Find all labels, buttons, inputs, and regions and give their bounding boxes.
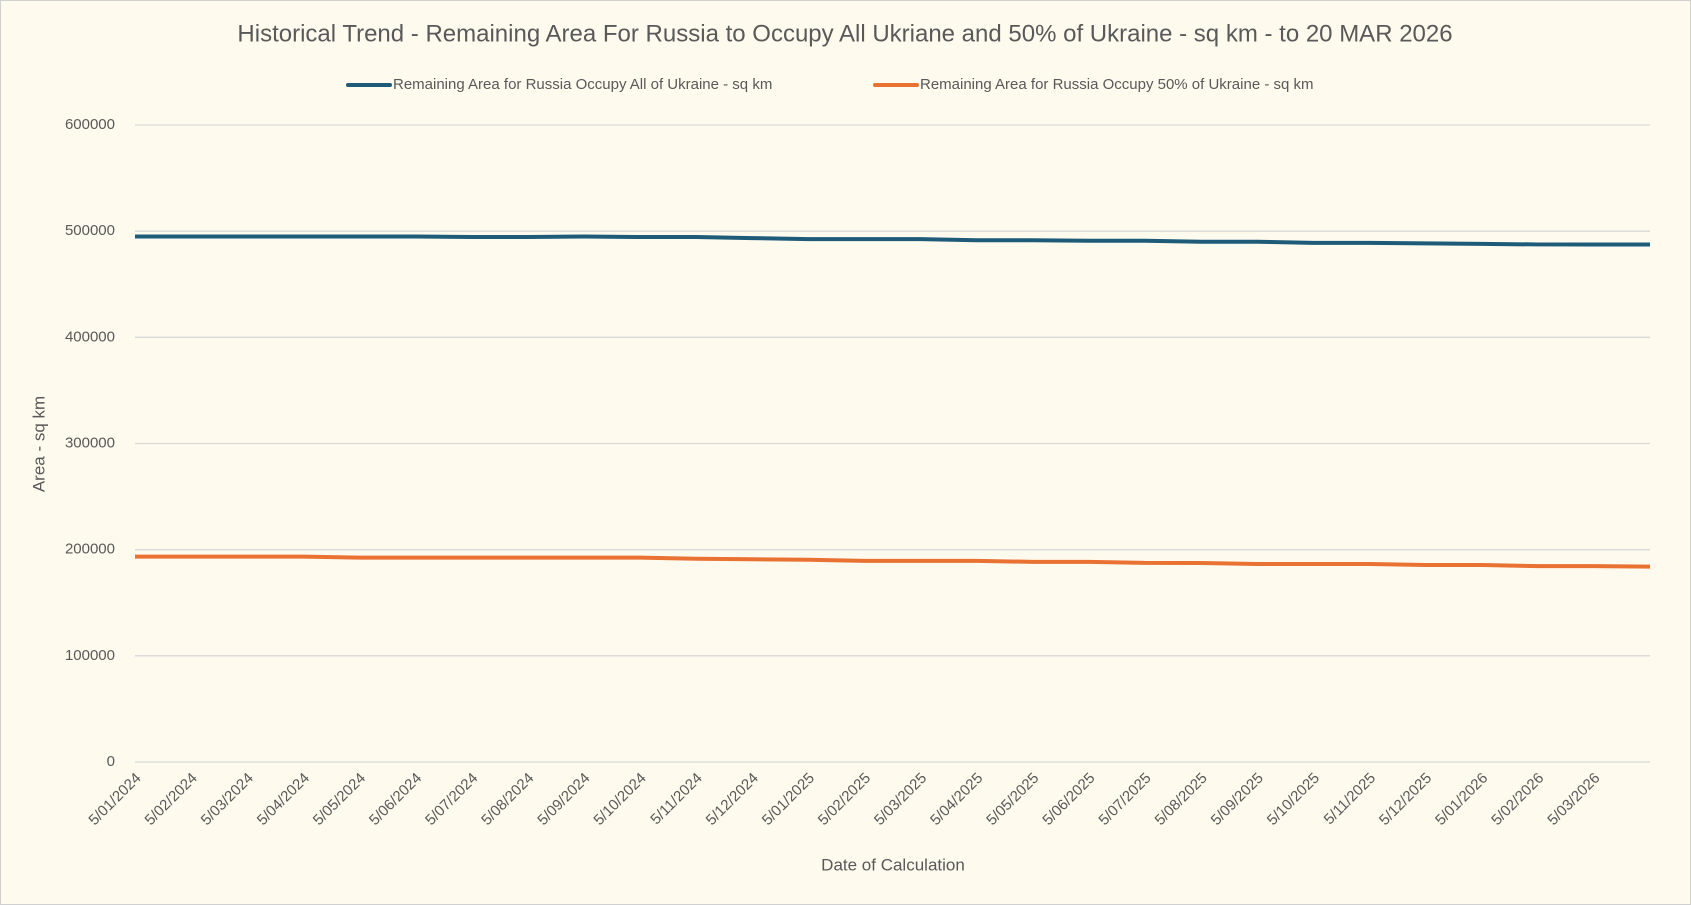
y-axis-title: Area - sq km <box>29 396 48 492</box>
legend-label: Remaining Area for Russia Occupy 50% of … <box>920 76 1314 93</box>
x-axis-title: Date of Calculation <box>821 855 965 874</box>
y-tick-label: 300000 <box>65 434 115 451</box>
line-series <box>135 234 1650 247</box>
legend-label: Remaining Area for Russia Occupy All of … <box>393 76 772 93</box>
y-tick-label: 200000 <box>65 541 115 558</box>
y-tick-label: 100000 <box>65 647 115 664</box>
y-tick-label: 500000 <box>65 222 115 239</box>
y-tick-label: 400000 <box>65 328 115 345</box>
y-tick-label: 0 <box>107 753 115 770</box>
y-tick-label: 600000 <box>65 116 115 133</box>
line-series <box>135 554 1651 569</box>
chart-title: Historical Trend - Remaining Area For Ru… <box>237 20 1452 47</box>
